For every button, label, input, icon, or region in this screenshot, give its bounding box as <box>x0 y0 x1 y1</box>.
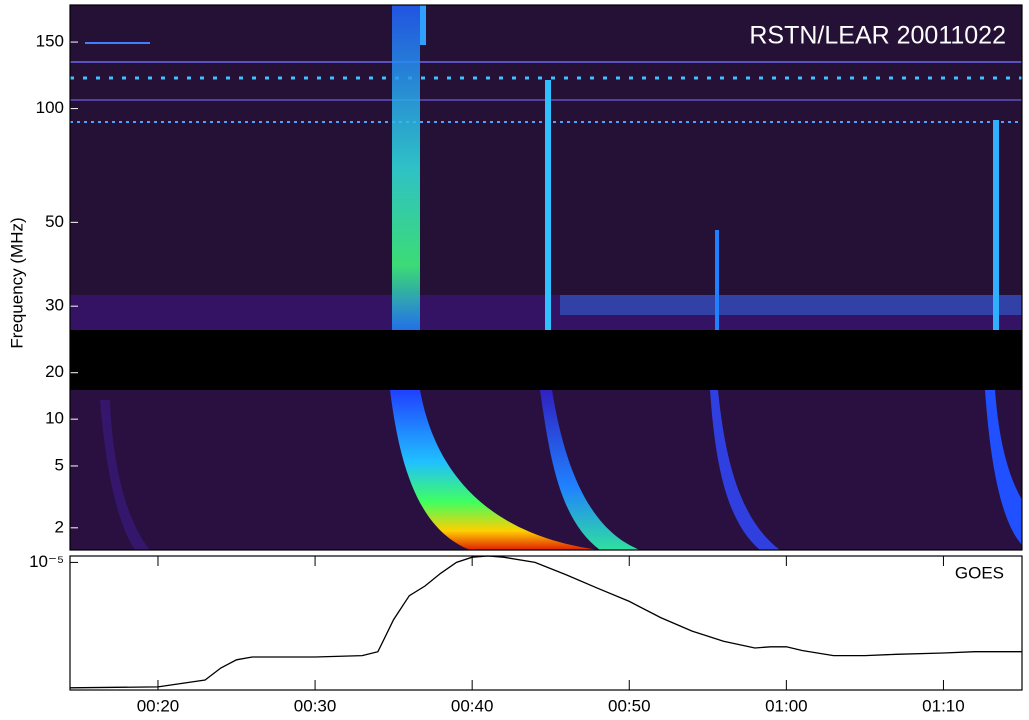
x-tick-label: 00:30 <box>294 696 337 715</box>
y-tick-label: 2 <box>55 517 64 536</box>
x-tick-label: 00:50 <box>608 696 651 715</box>
goes-curve <box>69 555 1022 689</box>
legend-label: GOES <box>955 563 1004 582</box>
y-tick-label: 30 <box>45 296 64 315</box>
spectrogram-image <box>70 5 1022 550</box>
plot-frame <box>69 555 1023 691</box>
y-tick-label: 20 <box>45 362 64 381</box>
y-tick-label: 10 <box>45 409 64 428</box>
spectrogram-frame <box>69 4 1023 551</box>
x-tick-label: 00:40 <box>451 696 494 715</box>
y-tick-label: 10⁻⁵ <box>29 552 64 571</box>
x-tick-label: 01:00 <box>765 696 808 715</box>
x-tick-label: 01:10 <box>922 696 965 715</box>
y-tick-label: 50 <box>45 212 64 231</box>
y-tick-label: 5 <box>55 455 64 474</box>
x-tick-label: 00:20 <box>137 696 180 715</box>
y-axis-label: Frequency (MHz) <box>7 217 26 348</box>
y-tick-label: 150 <box>36 32 64 51</box>
y-tick-label: 100 <box>36 98 64 117</box>
chart-title: RSTN/LEAR 20011022 <box>749 22 1006 50</box>
